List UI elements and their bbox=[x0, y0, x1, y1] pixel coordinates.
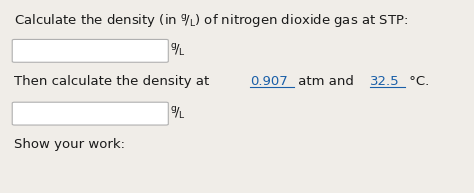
Text: Show your work:: Show your work: bbox=[14, 138, 126, 151]
Text: Then calculate the density at: Then calculate the density at bbox=[14, 75, 214, 88]
Text: 0.907: 0.907 bbox=[250, 75, 288, 88]
FancyBboxPatch shape bbox=[12, 39, 168, 62]
Text: $\mathregular{^{g}\!/_{L}}$: $\mathregular{^{g}\!/_{L}}$ bbox=[171, 43, 186, 59]
Text: °C.: °C. bbox=[405, 75, 429, 88]
FancyBboxPatch shape bbox=[12, 102, 168, 125]
Text: atm and: atm and bbox=[294, 75, 358, 88]
Text: 32.5: 32.5 bbox=[370, 75, 400, 88]
Text: $\mathregular{^{g}\!/_{L}}$: $\mathregular{^{g}\!/_{L}}$ bbox=[171, 106, 186, 122]
Text: Calculate the density (in $\mathregular{^{g}\!/_{L}}$) of nitrogen dioxide gas a: Calculate the density (in $\mathregular{… bbox=[14, 12, 409, 29]
